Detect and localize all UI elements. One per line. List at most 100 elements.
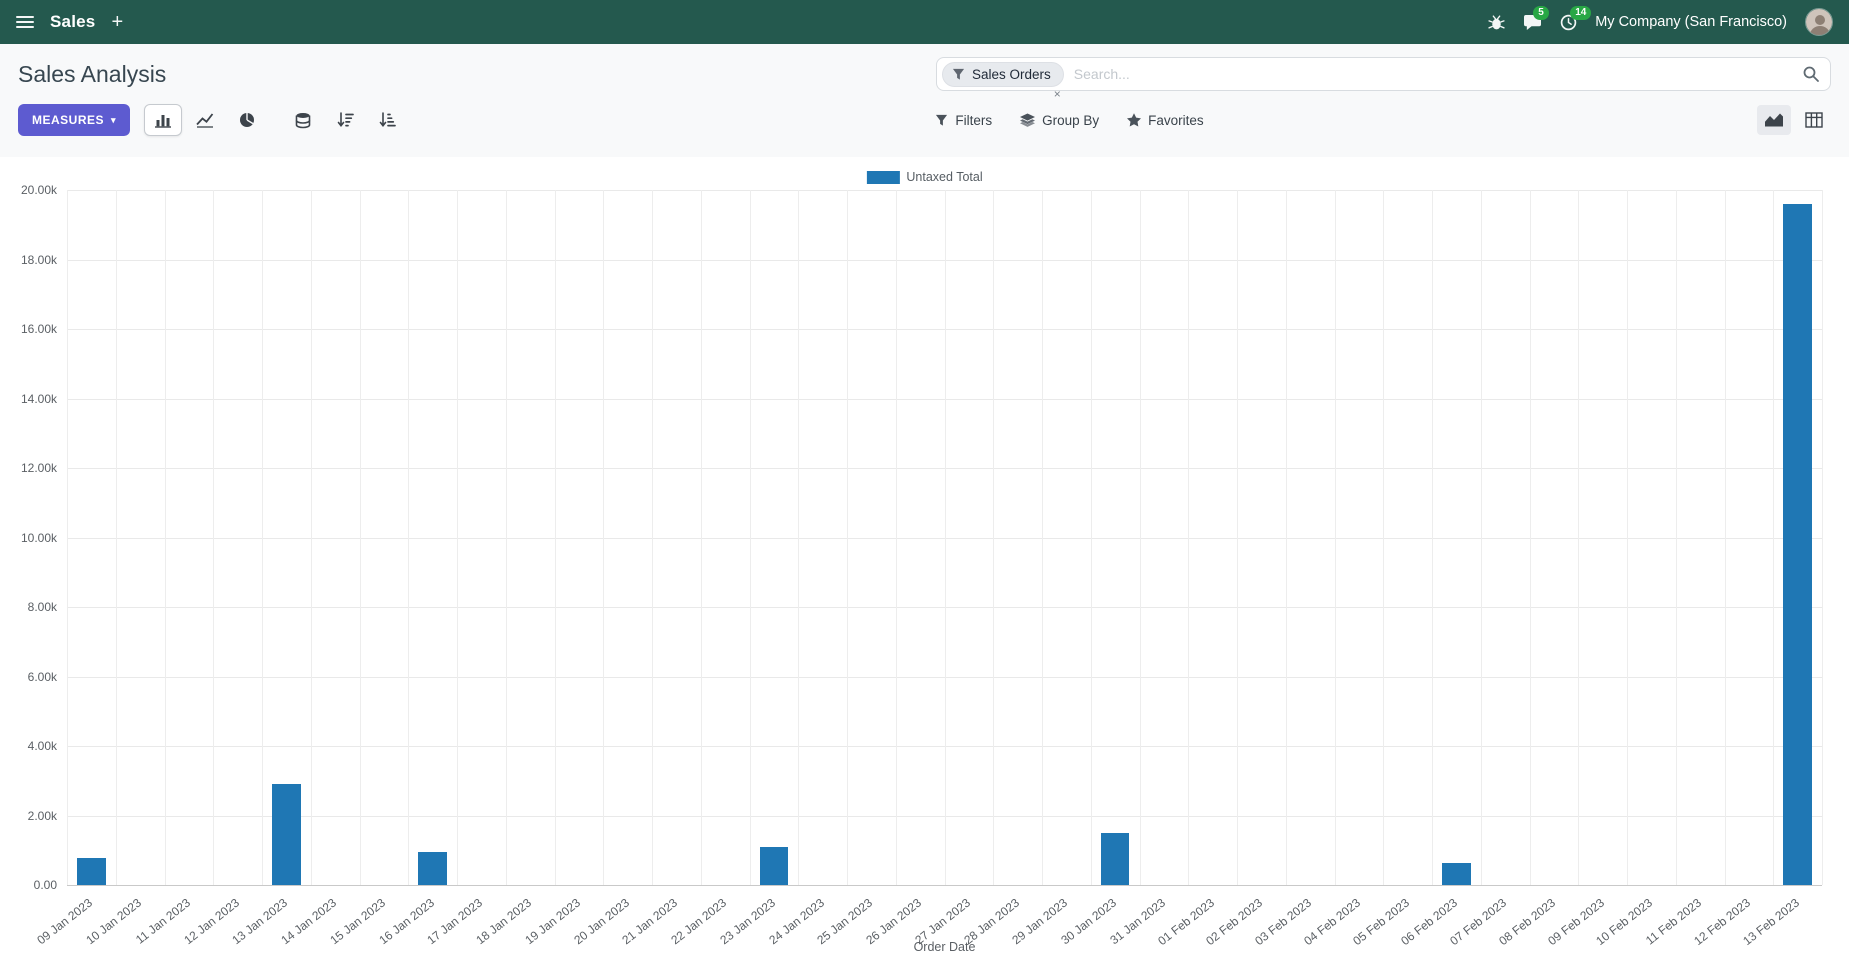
star-icon	[1127, 113, 1142, 127]
bug-icon[interactable]	[1488, 14, 1505, 31]
v-gridline	[652, 190, 653, 885]
search-facet[interactable]: Sales Orders ×	[942, 61, 1064, 100]
y-tick-label: 14.00k	[20, 391, 57, 406]
stacked-database-icon	[295, 112, 311, 128]
favorites-dropdown[interactable]: Favorites	[1127, 113, 1204, 128]
app-name[interactable]: Sales	[50, 12, 96, 31]
page-title: Sales Analysis	[18, 60, 167, 87]
pivot-table-icon	[1805, 112, 1823, 128]
chart-bar[interactable]	[418, 852, 447, 885]
v-gridline	[1285, 190, 1287, 885]
sort-descending-icon	[337, 112, 354, 127]
v-gridline	[1529, 190, 1531, 885]
v-gridline	[1773, 190, 1775, 885]
favorites-label: Favorites	[1148, 112, 1204, 128]
y-axis-labels: 0.00 2.00k 4.00k 6.00k 8.00k 10.00k 12.00k 14.0…	[1, 157, 57, 958]
sort-ascending-icon	[379, 112, 396, 127]
y-tick-label: 8.00k	[27, 600, 57, 614]
sort-descending-button[interactable]	[326, 104, 364, 136]
y-tick-label: 0.00	[33, 878, 57, 892]
v-gridline	[1139, 190, 1141, 885]
messages-button[interactable]: 5	[1523, 5, 1549, 31]
caret-down-icon: ▾	[111, 114, 117, 125]
bar-chart-icon	[155, 115, 172, 128]
search-input[interactable]	[1063, 66, 1802, 82]
v-gridline	[798, 190, 800, 885]
chart-area: Untaxed Total 0.00 2.00k 4.00k 6.00k 8.00k 10…	[0, 157, 1849, 958]
v-gridline	[700, 190, 702, 885]
chart-bar[interactable]	[759, 847, 788, 885]
chart-bar[interactable]	[1442, 863, 1471, 885]
v-gridline	[408, 190, 410, 885]
chart-bar[interactable]	[1100, 832, 1130, 885]
user-avatar[interactable]	[1805, 8, 1833, 36]
v-gridline	[213, 190, 215, 885]
plot	[67, 190, 1823, 886]
plus-icon[interactable]: +	[111, 11, 124, 33]
chart-bar[interactable]	[77, 857, 106, 885]
filters-label: Filters	[955, 112, 993, 128]
hamburger-menu-icon[interactable]	[16, 15, 34, 29]
v-gridline	[554, 190, 556, 885]
messages-badge: 5	[1533, 5, 1549, 20]
v-gridline	[1090, 190, 1092, 885]
v-gridline	[262, 190, 263, 885]
chart-bar[interactable]	[272, 784, 301, 885]
pie-chart-button[interactable]	[228, 104, 266, 136]
v-gridline	[993, 190, 995, 885]
y-tick-label: 6.00k	[27, 669, 57, 684]
x-axis-title: Order Date	[913, 940, 976, 954]
v-gridline	[359, 190, 361, 885]
v-gridline	[1578, 190, 1580, 885]
facet-remove-icon[interactable]: ×	[1053, 86, 1061, 101]
control-panel: Sales Analysis Sales Orders × MEASURES ▾	[0, 44, 1849, 157]
y-tick-label: 18.00k	[20, 252, 57, 267]
v-gridline	[310, 190, 312, 885]
pivot-view-button[interactable]	[1797, 105, 1831, 135]
v-gridline	[847, 190, 848, 885]
v-gridline	[1724, 190, 1726, 885]
v-gridline	[895, 190, 897, 885]
y-tick-label: 4.00k	[27, 739, 57, 753]
sort-ascending-button[interactable]	[368, 104, 406, 136]
activities-button[interactable]: 14	[1560, 5, 1592, 31]
area-chart-icon	[1765, 113, 1783, 127]
top-navbar: Sales + 5 14 My Company (San Francisco)	[0, 0, 1849, 44]
v-gridline	[1383, 190, 1385, 885]
filters-dropdown[interactable]: Filters	[935, 113, 992, 128]
group-by-dropdown[interactable]: Group By	[1020, 113, 1099, 128]
line-chart-button[interactable]	[186, 104, 224, 136]
search-icon[interactable]	[1802, 65, 1820, 83]
h-gridline	[67, 885, 1822, 886]
v-gridline	[944, 190, 946, 885]
v-gridline	[115, 190, 117, 885]
x-axis-labels: 09 Jan 2023 10 Jan 2023 11 Jan 2023 12 Jan …	[35, 885, 1822, 949]
group-by-label: Group By	[1042, 112, 1100, 128]
v-gridline	[1432, 190, 1433, 885]
line-chart-icon	[196, 113, 214, 128]
v-gridline	[67, 190, 68, 885]
company-name[interactable]: My Company (San Francisco)	[1595, 14, 1787, 30]
stacked-toggle-button[interactable]	[284, 104, 322, 136]
layers-icon	[1020, 113, 1036, 127]
y-tick-label: 16.00k	[20, 322, 57, 336]
legend-item[interactable]: Untaxed Total	[866, 170, 983, 184]
chart-bar[interactable]	[1783, 203, 1812, 885]
v-gridline	[1334, 190, 1336, 885]
bar-chart-button[interactable]	[144, 104, 183, 136]
v-gridline	[457, 190, 458, 885]
v-gridline	[1627, 190, 1628, 885]
activities-badge: 14	[1570, 5, 1592, 20]
pie-chart-icon	[240, 113, 255, 127]
v-gridline	[1188, 190, 1190, 885]
y-tick-label: 10.00k	[20, 530, 57, 545]
search-bar[interactable]: Sales Orders ×	[936, 57, 1831, 100]
filter-facet-icon	[952, 68, 965, 81]
measures-button[interactable]: MEASURES ▾	[18, 104, 131, 136]
measures-label: MEASURES	[32, 113, 105, 127]
v-gridline	[1480, 190, 1482, 885]
v-gridline	[1675, 190, 1677, 885]
v-gridline	[603, 190, 605, 885]
search-facet-label: Sales Orders	[972, 66, 1051, 82]
graph-view-button[interactable]	[1757, 105, 1791, 135]
